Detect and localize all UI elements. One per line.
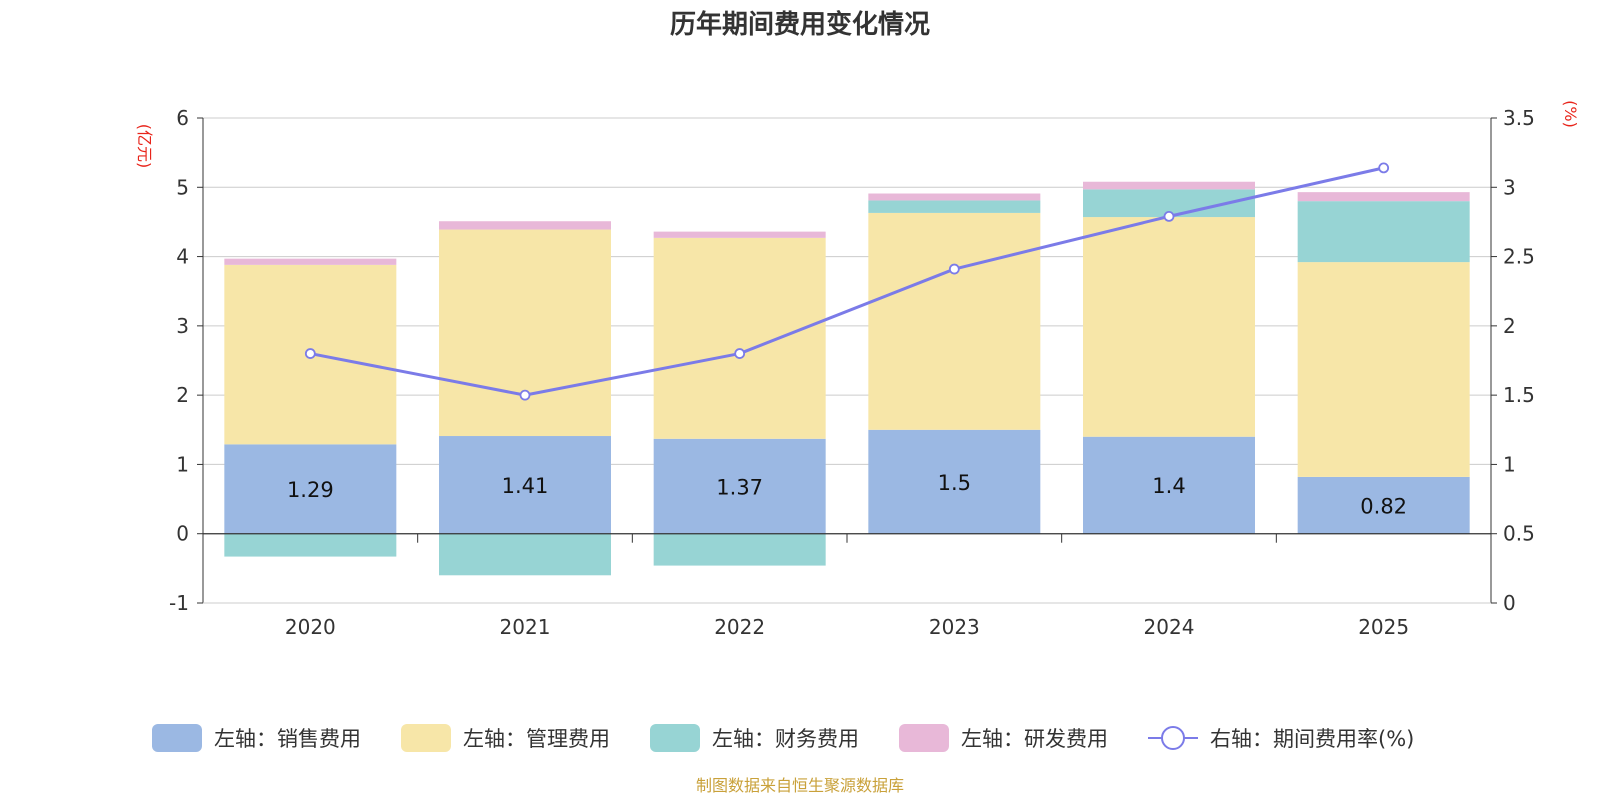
left-tick-label: 5 (176, 175, 189, 199)
right-tick-label: 0.5 (1503, 522, 1535, 546)
legend-marker-swatch (1161, 726, 1185, 750)
sales-data-label: 1.4 (1152, 474, 1185, 498)
bar-2024-series-3 (1083, 181, 1255, 190)
x-tick-label: 2020 (285, 615, 336, 639)
legend: 左轴：销售费用 左轴：管理费用 左轴：财务费用 左轴：研发费用 右轴：期间费用率(%) (152, 724, 1414, 752)
bar-2022-series-0 (653, 438, 826, 534)
axes: -1 0 1 2 3 4 5 6 0 0.5 1 1.5 2 2.5 3 3.5 2020 2021 2022 202… (169, 106, 1535, 639)
sales-data-label: 1.41 (502, 474, 549, 498)
bar-2024-series-0 (1083, 436, 1255, 534)
bar-2022-series-3 (653, 231, 826, 238)
x-tick-label: 2023 (929, 615, 980, 639)
bar-2020-series-0 (224, 444, 397, 534)
right-tick-label: 1 (1503, 452, 1516, 476)
right-tick-label: 0 (1503, 591, 1516, 615)
right-tick-label: 1.5 (1503, 383, 1535, 407)
left-tick-label: 0 (176, 522, 189, 546)
bar-2023-series-1 (868, 212, 1041, 430)
chart-title: 历年期间费用变化情况 (670, 9, 930, 40)
bar-2025-series-3 (1297, 192, 1470, 202)
rate-point-2025 (1378, 162, 1390, 174)
right-tick-label: 2.5 (1503, 245, 1535, 269)
legend-label-3: 左轴：研发费用 (961, 727, 1108, 751)
bar-2021-series-0 (439, 436, 611, 534)
rate-point-2024 (1163, 210, 1175, 222)
right-tick-label: 3 (1503, 175, 1516, 199)
bar-2023-series-0 (868, 429, 1041, 534)
legend-swatch-2 (650, 724, 700, 752)
legend-label-4: 右轴：期间费用率(%) (1210, 727, 1414, 751)
right-tick-label: 3.5 (1503, 106, 1535, 130)
rate-point-2020 (304, 348, 316, 359)
x-tick-label: 2025 (1358, 615, 1409, 639)
left-tick-label: 6 (176, 106, 189, 130)
gridlines (203, 117, 1491, 604)
bar-2021-series-3 (439, 221, 611, 230)
left-tick-label: 1 (176, 452, 189, 476)
bar-2023-series-2 (868, 200, 1041, 213)
rate-point-2021 (519, 389, 531, 401)
source-note: 制图数据来自恒生聚源数据库 (696, 776, 904, 795)
rate-line-path (310, 166, 1384, 397)
left-tick-label: 4 (176, 245, 189, 269)
bar-2022-series-1 (653, 237, 826, 439)
legend-swatch-1 (401, 724, 451, 752)
sales-data-label: 0.82 (1360, 494, 1407, 518)
x-tick-label: 2021 (500, 615, 551, 639)
left-tick-label: 3 (176, 314, 189, 338)
bar-2020-series-3 (224, 258, 397, 265)
x-tick-label: 2024 (1144, 615, 1195, 639)
bar-2021-series-1 (439, 229, 611, 437)
legend-swatch-0 (152, 724, 202, 752)
rate-point-2023 (948, 263, 960, 275)
bar-2025-series-0 (1297, 476, 1470, 534)
legend-swatch-3 (899, 724, 949, 752)
legend-label-2: 左轴：财务费用 (712, 727, 859, 751)
right-tick-label: 2 (1503, 314, 1516, 338)
x-tick-label: 2022 (714, 615, 765, 639)
left-tick-label: -1 (169, 591, 189, 615)
bar-2021-series-2 (439, 533, 611, 576)
rate-line (304, 162, 1390, 401)
rate-point-2022 (734, 348, 746, 359)
bar-2025-series-1 (1297, 262, 1470, 477)
bar-2020-series-2 (224, 533, 397, 557)
right-axis-unit: (%) (1561, 100, 1580, 128)
bar-2025-series-2 (1297, 201, 1470, 263)
sales-data-label: 1.29 (287, 478, 334, 502)
left-axis-unit: (亿元) (135, 124, 154, 169)
data-labels: 1.29 1.41 1.37 1.5 1.4 0.82 (287, 471, 1407, 519)
bar-2024-series-1 (1083, 217, 1255, 437)
sales-data-label: 1.37 (716, 475, 763, 499)
left-tick-label: 2 (176, 383, 189, 407)
sales-data-label: 1.5 (938, 471, 971, 495)
legend-label-0: 左轴：销售费用 (214, 727, 361, 751)
legend-label-1: 左轴：管理费用 (463, 727, 610, 751)
bars (224, 181, 1470, 576)
bar-2022-series-2 (653, 533, 826, 566)
bar-2023-series-3 (868, 193, 1041, 201)
